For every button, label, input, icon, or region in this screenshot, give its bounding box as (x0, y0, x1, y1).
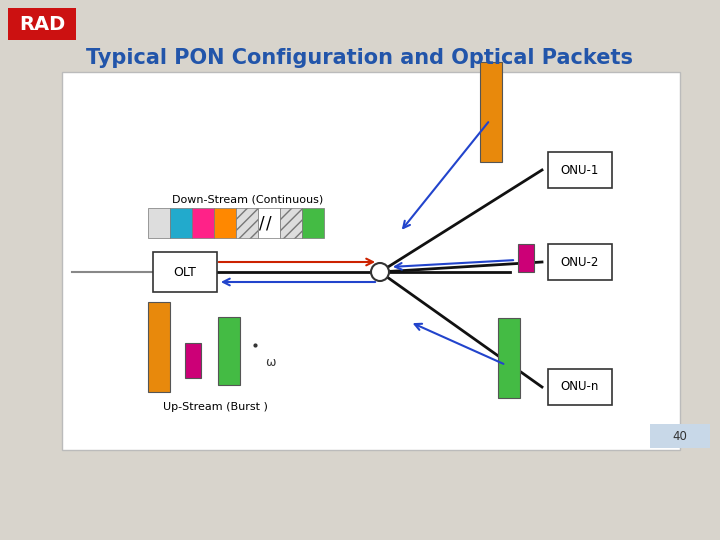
FancyBboxPatch shape (650, 424, 710, 448)
Bar (185, 343, 201, 378)
FancyBboxPatch shape (548, 244, 612, 280)
Bar (258, 208, 280, 238)
Text: ONU-n: ONU-n (561, 381, 599, 394)
Text: Typical PON Configuration and Optical Packets: Typical PON Configuration and Optical Pa… (86, 48, 634, 68)
Text: /: / (259, 214, 265, 232)
Text: /: / (266, 214, 272, 232)
Text: RAD: RAD (19, 15, 65, 33)
Bar (170, 208, 192, 238)
FancyBboxPatch shape (62, 72, 680, 450)
Bar (236, 208, 258, 238)
Bar (302, 208, 324, 238)
Bar (480, 62, 502, 162)
Bar (148, 302, 170, 392)
Text: ω: ω (265, 355, 275, 368)
Text: Up-Stream (Burst ): Up-Stream (Burst ) (163, 402, 267, 412)
Bar (192, 208, 214, 238)
Bar (518, 244, 534, 272)
Text: OLT: OLT (174, 266, 197, 279)
Bar (214, 208, 236, 238)
Bar (218, 317, 240, 385)
Text: Down-Stream (Continuous): Down-Stream (Continuous) (172, 195, 323, 205)
Text: ONU-1: ONU-1 (561, 164, 599, 177)
FancyBboxPatch shape (548, 369, 612, 405)
FancyBboxPatch shape (153, 252, 217, 292)
Text: 40: 40 (672, 429, 688, 442)
Bar (498, 318, 520, 398)
Circle shape (371, 263, 389, 281)
Bar (148, 208, 170, 238)
Bar (280, 208, 302, 238)
FancyBboxPatch shape (8, 8, 76, 40)
Text: ONU-2: ONU-2 (561, 255, 599, 268)
FancyBboxPatch shape (548, 152, 612, 188)
